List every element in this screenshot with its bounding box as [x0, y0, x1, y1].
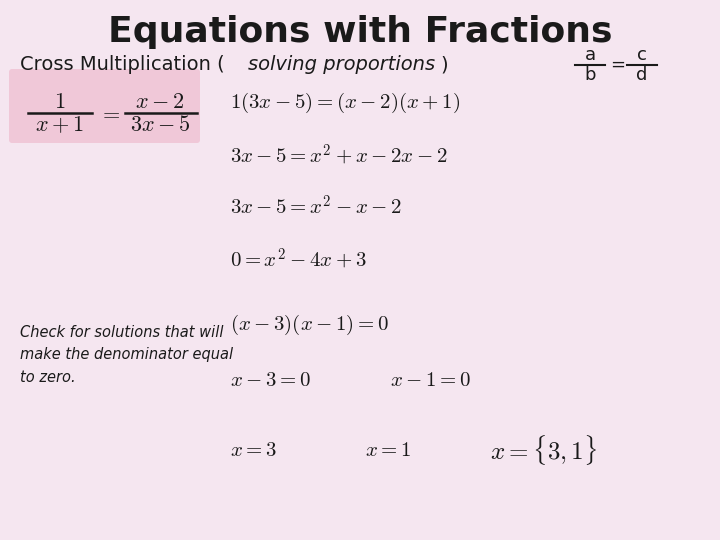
Text: $x-1=0$: $x-1=0$	[390, 370, 471, 390]
FancyBboxPatch shape	[9, 69, 200, 143]
Text: d: d	[636, 66, 648, 84]
Text: $x=3$: $x=3$	[230, 440, 277, 460]
Text: Cross Multiplication (: Cross Multiplication (	[20, 56, 225, 75]
Text: $x=1$: $x=1$	[365, 440, 411, 460]
Text: $x-2$: $x-2$	[135, 92, 185, 112]
Text: $1(3x-5)=(x-2)(x+1)$: $1(3x-5)=(x-2)(x+1)$	[230, 91, 460, 115]
Text: b: b	[584, 66, 595, 84]
Text: ): )	[440, 56, 448, 75]
Text: Check for solutions that will
make the denominator equal
to zero.: Check for solutions that will make the d…	[20, 325, 233, 384]
Text: a: a	[585, 46, 595, 64]
Text: $1$: $1$	[54, 92, 66, 112]
Text: $0=x^{2}-4x+3$: $0=x^{2}-4x+3$	[230, 246, 366, 272]
Text: $x+1$: $x+1$	[35, 114, 84, 136]
Text: $x=\{3,1\}$: $x=\{3,1\}$	[490, 433, 597, 467]
Text: $(x-3)(x-1)=0$: $(x-3)(x-1)=0$	[230, 313, 389, 337]
Text: c: c	[637, 46, 647, 64]
Text: $3x-5$: $3x-5$	[130, 115, 190, 135]
Text: $=$: $=$	[99, 103, 121, 123]
Text: solving proportions: solving proportions	[248, 56, 435, 75]
Text: $3x-5=x^{2}+x-2x-2$: $3x-5=x^{2}+x-2x-2$	[230, 143, 448, 167]
Text: $3x-5=x^{2}-x-2$: $3x-5=x^{2}-x-2$	[230, 195, 402, 219]
Text: =: =	[611, 56, 626, 74]
Text: $x-3=0$: $x-3=0$	[230, 370, 311, 390]
Text: Equations with Fractions: Equations with Fractions	[108, 15, 612, 49]
